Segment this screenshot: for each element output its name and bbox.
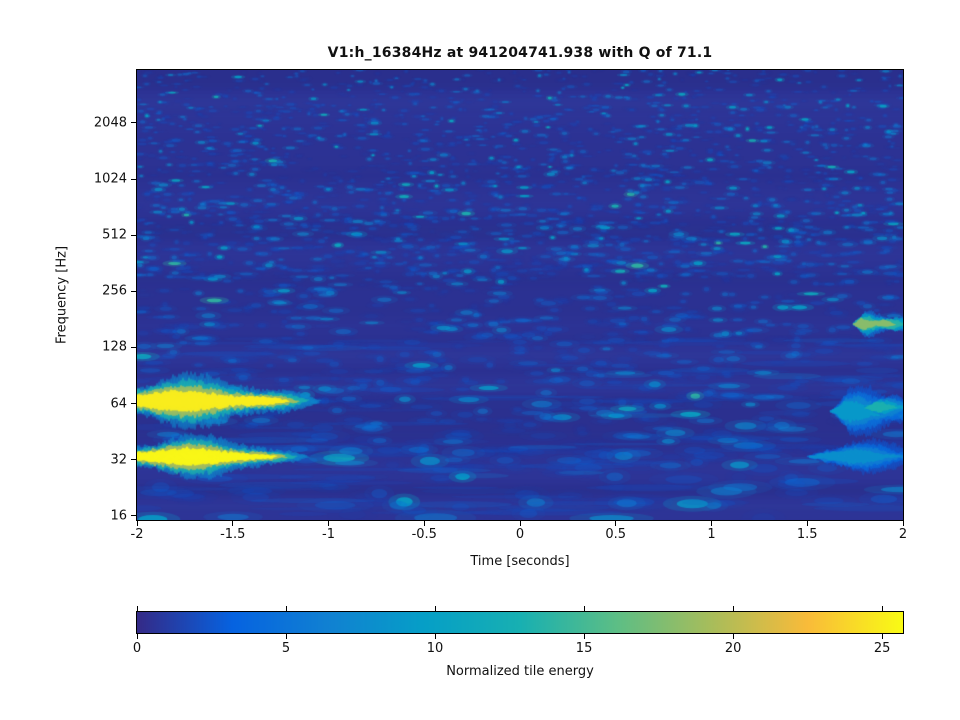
colorbar-tick-mark <box>285 634 287 639</box>
x-axis-label: Time [seconds] <box>470 554 570 569</box>
spectrogram-heatmap <box>137 70 903 520</box>
colorbar-tick-mark <box>732 606 734 611</box>
x-tick-mark <box>423 521 425 526</box>
colorbar-tick-mark <box>285 606 287 611</box>
y-tick-mark <box>131 178 136 180</box>
colorbar-tick-mark <box>881 606 883 611</box>
colorbar-tick-mark <box>434 634 436 639</box>
y-tick-label: 32 <box>110 452 127 468</box>
y-tick-mark <box>131 346 136 348</box>
x-tick-label: -1 <box>322 527 335 542</box>
y-tick-mark <box>131 234 136 236</box>
y-tick-mark <box>131 515 136 517</box>
x-tick-label: 2 <box>898 527 908 542</box>
x-tick-mark <box>232 521 234 526</box>
x-tick-mark <box>519 521 521 526</box>
x-tick-mark <box>328 521 329 526</box>
colorbar-frame <box>136 611 904 634</box>
x-tick-label: -2 <box>130 527 144 542</box>
colorbar-tick-mark <box>583 606 585 611</box>
colorbar-tick-mark <box>136 634 138 639</box>
x-tick-mark <box>615 521 617 526</box>
colorbar-tick-mark <box>434 606 436 611</box>
x-tick-label: 1.5 <box>796 527 818 542</box>
y-tick-label: 512 <box>102 227 127 243</box>
x-tick-mark <box>806 521 808 526</box>
colorbar-tick-mark <box>136 606 138 611</box>
y-axis-label: Frequency [Hz] <box>54 245 70 345</box>
x-tick-label: 1 <box>707 527 716 542</box>
colorbar-tick-label: 5 <box>281 641 291 656</box>
y-tick-mark <box>131 122 136 124</box>
colorbar-tick-mark <box>732 634 734 639</box>
y-tick-label: 1024 <box>93 171 127 187</box>
y-tick-label: 128 <box>102 339 127 355</box>
colorbar-label: Normalized tile energy <box>446 664 594 679</box>
y-tick-label: 64 <box>110 396 127 412</box>
y-tick-label: 256 <box>102 283 127 299</box>
colorbar-gradient <box>137 612 903 633</box>
y-tick-label: 16 <box>110 508 127 524</box>
x-tick-mark <box>136 521 138 526</box>
colorbar-tick-label: 0 <box>132 641 142 656</box>
y-tick-label: 2048 <box>93 115 127 131</box>
colorbar-tick-label: 20 <box>724 641 742 656</box>
x-tick-label: -0.5 <box>411 527 437 542</box>
x-tick-mark <box>902 521 904 526</box>
plot-title: V1:h_16384Hz at 941204741.938 with Q of … <box>327 45 713 61</box>
x-tick-label: 0.5 <box>605 527 627 542</box>
colorbar-tick-label: 15 <box>575 641 593 656</box>
y-tick-mark <box>131 290 136 292</box>
x-tick-label: -1.5 <box>220 527 246 542</box>
colorbar-tick-label: 25 <box>873 641 891 656</box>
x-tick-mark <box>711 521 712 526</box>
colorbar-tick-mark <box>583 634 585 639</box>
y-tick-mark <box>131 459 136 461</box>
colorbar-tick-label: 10 <box>426 641 444 656</box>
y-tick-mark <box>131 403 136 405</box>
x-tick-label: 0 <box>515 527 525 542</box>
colorbar-tick-mark <box>881 634 883 639</box>
